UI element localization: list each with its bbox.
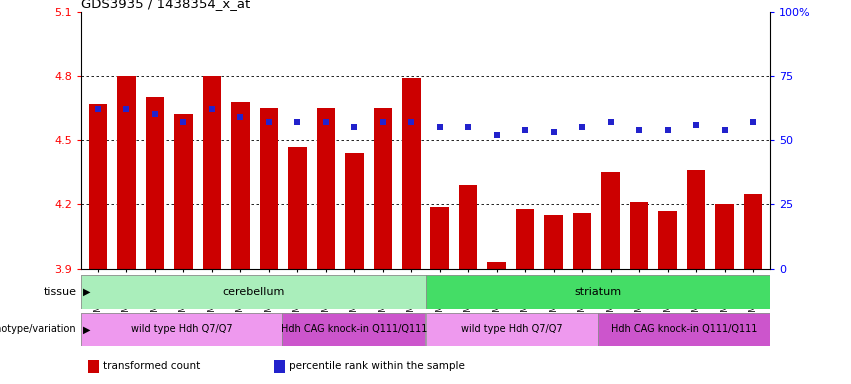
Text: striatum: striatum	[574, 287, 621, 297]
Bar	[231, 102, 249, 269]
Bar	[516, 209, 534, 269]
Bar	[602, 172, 620, 269]
Bar	[81, 313, 282, 346]
Bar	[81, 275, 426, 309]
Bar	[716, 204, 734, 269]
Text: transformed count: transformed count	[103, 361, 200, 371]
Bar	[174, 114, 192, 269]
Bar	[117, 76, 135, 269]
Bar	[374, 108, 392, 269]
Bar	[345, 153, 363, 269]
Bar	[630, 202, 648, 269]
Text: ▶: ▶	[83, 287, 90, 297]
Bar	[659, 211, 677, 269]
Bar	[274, 360, 285, 373]
Bar	[317, 108, 335, 269]
Text: Hdh CAG knock-in Q111/Q111: Hdh CAG knock-in Q111/Q111	[281, 324, 427, 334]
Bar	[687, 170, 705, 269]
Text: wild type Hdh Q7/Q7: wild type Hdh Q7/Q7	[461, 324, 563, 334]
Text: percentile rank within the sample: percentile rank within the sample	[289, 361, 465, 371]
Bar	[282, 313, 426, 346]
Bar	[459, 185, 477, 269]
Text: cerebellum: cerebellum	[222, 287, 284, 297]
Bar	[597, 313, 770, 346]
Bar	[488, 262, 506, 269]
Text: GDS3935 / 1438354_x_at: GDS3935 / 1438354_x_at	[81, 0, 250, 10]
Bar	[744, 194, 762, 269]
Bar	[88, 360, 99, 373]
Bar	[426, 313, 597, 346]
Bar	[288, 147, 306, 269]
Bar	[203, 76, 221, 269]
Bar	[426, 275, 770, 309]
Bar	[146, 97, 164, 269]
Bar	[431, 207, 449, 269]
Bar	[260, 108, 278, 269]
Text: tissue: tissue	[43, 287, 77, 297]
Text: Hdh CAG knock-in Q111/Q111: Hdh CAG knock-in Q111/Q111	[611, 324, 757, 334]
Bar	[573, 213, 591, 269]
Bar	[545, 215, 563, 269]
Bar	[402, 78, 420, 269]
Text: wild type Hdh Q7/Q7: wild type Hdh Q7/Q7	[130, 324, 232, 334]
Text: genotype/variation: genotype/variation	[0, 324, 77, 334]
Bar	[89, 104, 107, 269]
Text: ▶: ▶	[83, 324, 90, 334]
